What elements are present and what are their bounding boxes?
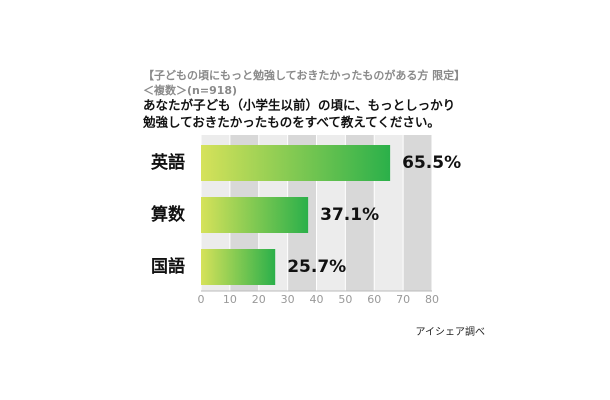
x-tick-label: 30	[281, 293, 295, 306]
x-tick-label: 10	[223, 293, 237, 306]
x-tick-label: 20	[252, 293, 266, 306]
x-tick-label: 80	[425, 293, 439, 306]
value-label: 37.1%	[320, 205, 379, 225]
value-label: 25.7%	[287, 257, 346, 277]
x-tick-label: 0	[198, 293, 205, 306]
chart-title: 【子どもの頃にもっと勉強しておきたかったものがある方 限定】	[143, 68, 465, 82]
question: あなたが子ども（小学生以前）の頃に、もっとしっかり	[143, 98, 455, 113]
x-tick-label: 40	[310, 293, 324, 306]
source: アイシェア調べ	[416, 325, 486, 338]
grid-band	[403, 135, 432, 291]
bar	[201, 249, 276, 285]
x-tick-label: 50	[338, 293, 352, 306]
bar	[201, 197, 309, 233]
x-tick-label: 70	[396, 293, 410, 306]
y-tick-label: 英語	[151, 152, 185, 173]
chart-subtitle: ＜複数＞(n=918)	[143, 83, 237, 97]
y-tick-label: 国語	[151, 256, 185, 277]
y-tick-label: 算数	[150, 204, 186, 225]
question: 勉強しておきたかったものをすべて教えてください。	[142, 115, 440, 130]
value-label: 65.5%	[402, 153, 461, 173]
x-tick-label: 60	[367, 293, 381, 306]
bar	[201, 145, 391, 181]
